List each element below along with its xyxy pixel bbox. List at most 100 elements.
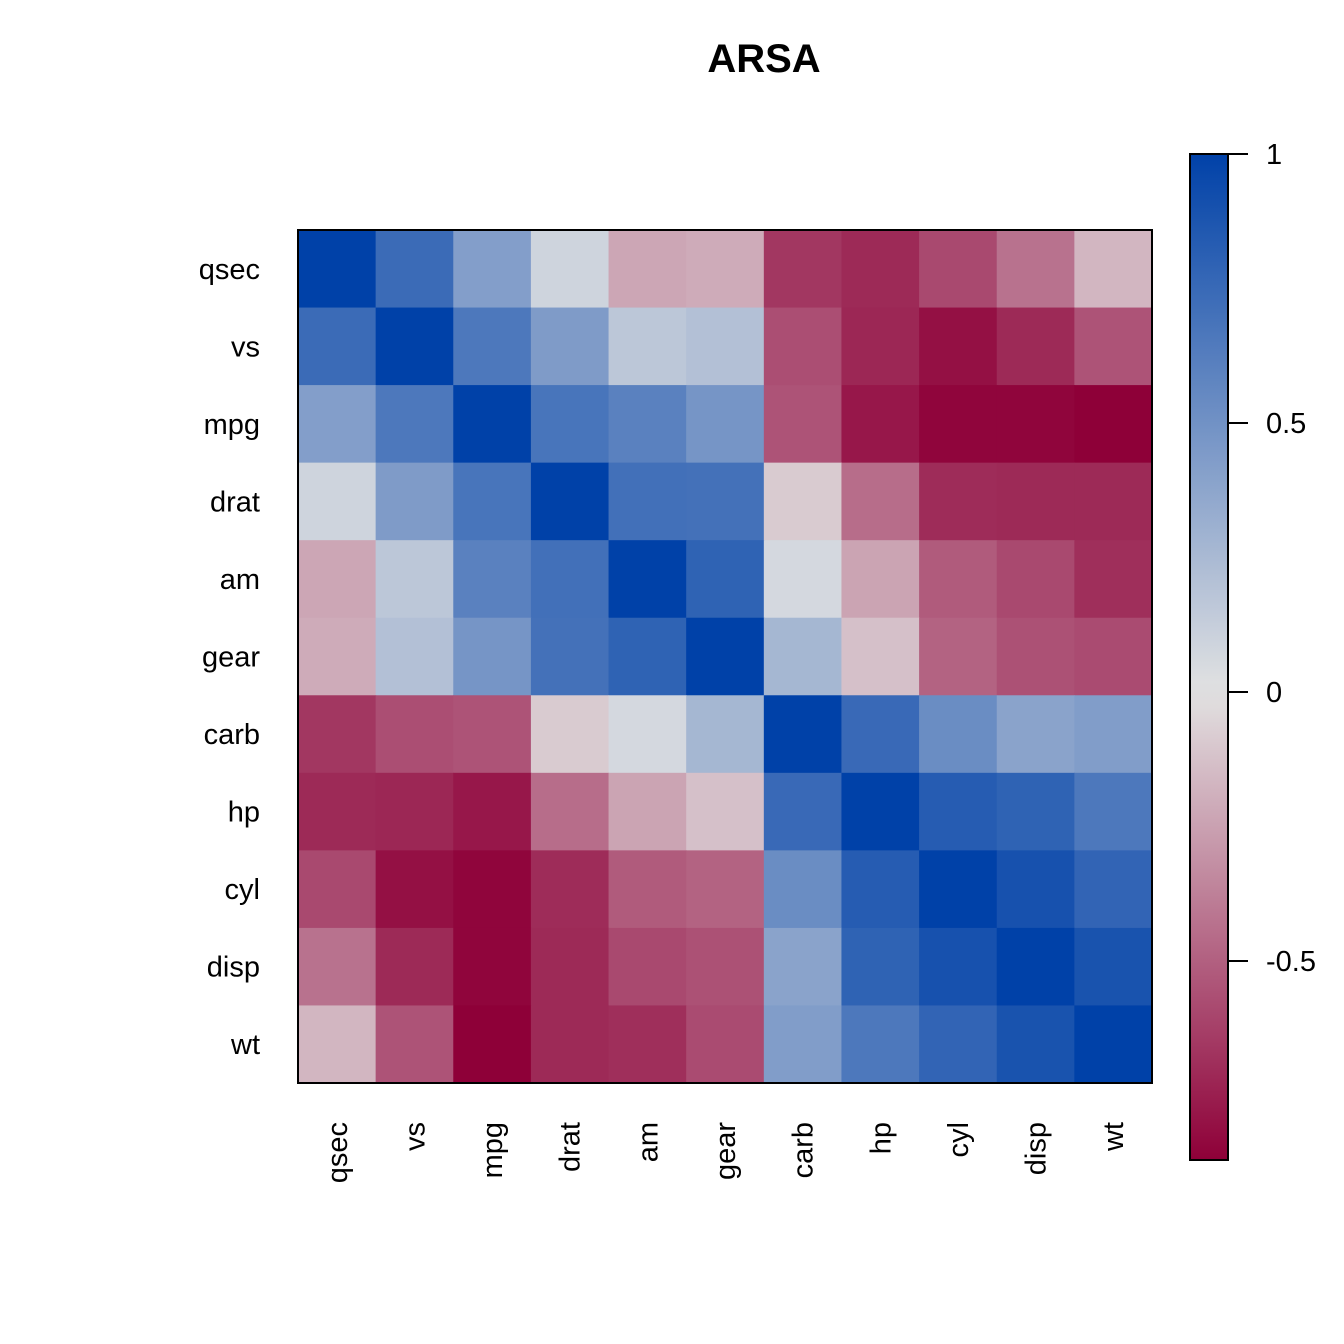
heatmap-cell [375, 385, 454, 464]
heatmap-cell [996, 230, 1075, 309]
heatmap-cell [608, 850, 687, 929]
heatmap-cell [919, 385, 998, 464]
heatmap-cell [375, 772, 454, 851]
colorbar-tick-label: 0 [1266, 677, 1282, 709]
heatmap-cell [453, 540, 532, 619]
heatmap-cell [686, 230, 765, 309]
heatmap-cell [996, 462, 1075, 541]
heatmap-cell [530, 307, 610, 386]
row-labels: qsec vs mpg drat am gear carb hp cyl disp wt [199, 254, 261, 1061]
heatmap-cell [686, 385, 765, 464]
heatmap-cell [530, 540, 610, 619]
heatmap-cell [453, 617, 532, 696]
heatmap-cell [841, 695, 920, 774]
heatmap-cell [996, 850, 1075, 929]
heatmap-cell [298, 230, 377, 309]
column-label: carb [788, 1122, 820, 1178]
heatmap-cell [375, 1005, 454, 1084]
row-label: wt [230, 1029, 260, 1061]
row-label: vs [231, 331, 260, 363]
column-label: qsec [322, 1122, 354, 1183]
heatmap-cell [919, 850, 998, 929]
heatmap-cell [608, 540, 687, 619]
heatmap-cell [453, 230, 532, 309]
heatmap-cell [530, 1005, 610, 1084]
heatmap-cell [298, 1005, 377, 1084]
heatmap-cell [530, 850, 610, 929]
heatmap-cell [686, 540, 765, 619]
column-label: wt [1098, 1122, 1130, 1152]
heatmap-cell [608, 385, 687, 464]
heatmap-cell [298, 850, 377, 929]
heatmap-cell [375, 850, 454, 929]
heatmap-cell [841, 230, 920, 309]
heatmap-cell [530, 695, 610, 774]
heatmap-cell [375, 695, 454, 774]
heatmap-cell [841, 462, 920, 541]
column-label: disp [1021, 1122, 1053, 1175]
heatmap-cell [453, 385, 532, 464]
heatmap-cell [530, 772, 610, 851]
heatmap-cell [841, 617, 920, 696]
heatmap-cell [530, 927, 610, 1007]
heatmap-cell [996, 540, 1075, 619]
heatmap-cell [530, 617, 610, 696]
heatmap-cell [686, 927, 765, 1007]
row-label: disp [207, 952, 260, 984]
heatmap-cell [375, 617, 454, 696]
heatmap-cell [375, 540, 454, 619]
row-label: mpg [204, 409, 260, 441]
heatmap-cell [453, 927, 532, 1007]
heatmap-cell [608, 462, 687, 541]
heatmap-cell [608, 927, 687, 1007]
heatmap-cell [763, 617, 843, 696]
heatmap-cell [841, 927, 920, 1007]
heatmap-cell [1074, 772, 1153, 851]
heatmap-cell [298, 617, 377, 696]
row-label: am [220, 564, 260, 596]
heatmap-cell [453, 307, 532, 386]
column-label: drat [555, 1122, 587, 1172]
heatmap-cell [763, 1005, 843, 1084]
heatmap-cell [686, 695, 765, 774]
heatmap-cell [1074, 927, 1153, 1007]
heatmap-cell [530, 462, 610, 541]
heatmap-cell [1074, 230, 1153, 309]
heatmap-cell [763, 307, 843, 386]
row-label: drat [210, 486, 260, 518]
heatmap-cell [453, 850, 532, 929]
heatmap-cell [453, 462, 532, 541]
heatmap-cell [919, 307, 998, 386]
heatmap-cell [841, 1005, 920, 1084]
heatmap-cell [1074, 540, 1153, 619]
heatmap-cell [1074, 385, 1153, 464]
heatmap-cell [996, 617, 1075, 696]
heatmap-cell [919, 927, 998, 1007]
row-label: carb [204, 719, 260, 751]
heatmap-cell [453, 695, 532, 774]
heatmap-cell [996, 695, 1075, 774]
heatmap-cell [453, 772, 532, 851]
heatmap-cell [841, 540, 920, 619]
heatmap-cell [686, 462, 765, 541]
heatmap-cell [1074, 307, 1153, 386]
heatmap-cell [996, 772, 1075, 851]
heatmap-cell [919, 462, 998, 541]
heatmap-cell [1074, 850, 1153, 929]
heatmap-cell [298, 540, 377, 619]
colorbar-ticks: 1 0.5 0 -0.5 [1228, 139, 1316, 978]
heatmap-cell [919, 617, 998, 696]
heatmap-cell [841, 772, 920, 851]
heatmap-cell [1074, 462, 1153, 541]
column-labels: qsec vs mpg drat am gear carb hp cyl disp wt [322, 1122, 1130, 1184]
heatmap-cell [996, 1005, 1075, 1084]
heatmap-cell [530, 385, 610, 464]
heatmap-cell [686, 617, 765, 696]
heatmap-cell [919, 1005, 998, 1084]
heatmap-cell [841, 385, 920, 464]
heatmap-cell [608, 772, 687, 851]
column-label: gear [710, 1122, 742, 1180]
heatmap-cell [608, 307, 687, 386]
column-label: cyl [943, 1122, 975, 1157]
heatmap-cells [298, 230, 1153, 1084]
